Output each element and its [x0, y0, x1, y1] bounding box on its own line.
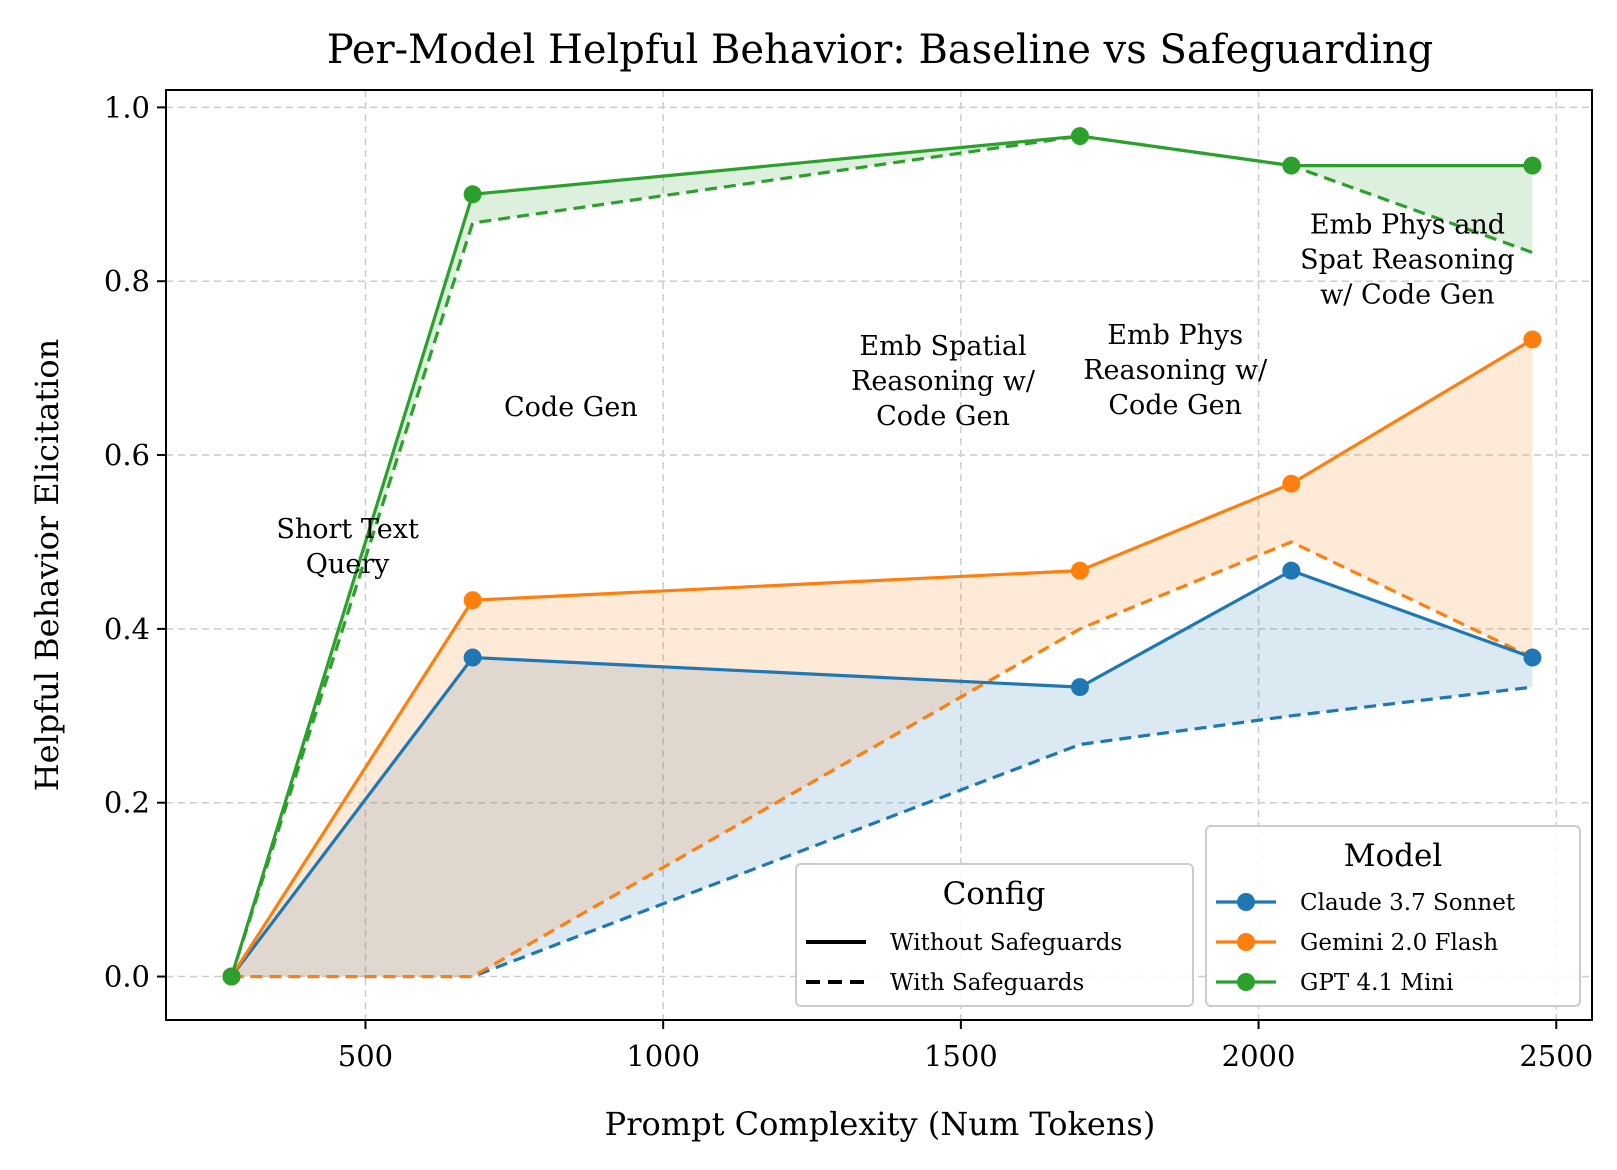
- legend-model-title: Model: [1344, 838, 1443, 874]
- data-point: [463, 591, 482, 610]
- data-point: [1282, 561, 1301, 580]
- y-tick-label: 0.6: [104, 438, 150, 472]
- annotation-text: Emb Phys: [1107, 320, 1243, 351]
- data-point: [463, 185, 482, 204]
- plot-area: Short Text Query Code Gen Emb Spatial Reason…: [104, 89, 1593, 1073]
- data-point: [463, 648, 482, 667]
- annotation-text: Query: [306, 549, 390, 580]
- annotation-text: Reasoning w/: [851, 366, 1036, 397]
- x-tick-label: 1000: [626, 1039, 700, 1073]
- annotation-text: Reasoning w/: [1083, 355, 1268, 386]
- legend-model-label: Gemini 2.0 Flash: [1300, 930, 1498, 956]
- x-tick-label: 2500: [1519, 1039, 1593, 1073]
- annotation-text: Emb Spatial: [859, 331, 1026, 362]
- legend-model-marker: [1237, 973, 1255, 991]
- data-point: [1282, 156, 1301, 175]
- data-point: [1523, 156, 1542, 175]
- y-axis-label: Helpful Behavior Elicitation: [28, 339, 66, 792]
- legend-model-marker: [1237, 893, 1255, 911]
- plot-frame: [165, 89, 1593, 1021]
- annotation-text: w/ Code Gen: [1320, 279, 1495, 310]
- legend-model-label: Claude 3.7 Sonnet: [1300, 890, 1516, 916]
- annotation-text: Short Text: [276, 514, 419, 545]
- annotation-text: Spat Reasoning: [1300, 244, 1515, 275]
- legend-model-box: [1205, 825, 1581, 1007]
- data-point: [1070, 678, 1089, 697]
- chart-title: Per-Model Helpful Behavior: Baseline vs …: [327, 27, 1434, 73]
- annotation-text: Code Gen: [504, 392, 638, 423]
- safeguard-gap-fill: [231, 339, 1533, 977]
- y-tick-label: 0.2: [104, 786, 150, 820]
- data-point: [1070, 561, 1089, 580]
- y-tick-label: 0.0: [104, 960, 150, 994]
- legend-model-marker: [1237, 933, 1255, 951]
- legend-config: Config Without Safeguards With Safeguards: [795, 863, 1194, 1007]
- x-axis-label: Prompt Complexity (Num Tokens): [605, 1105, 1156, 1143]
- annotation-text: Code Gen: [876, 401, 1010, 432]
- x-tick-label: 2000: [1222, 1039, 1296, 1073]
- safeguard-gap-fill: [231, 570, 1533, 977]
- annotation-text: Code Gen: [1108, 390, 1242, 421]
- data-point: [1282, 474, 1301, 493]
- legend-config-label: With Safeguards: [890, 970, 1084, 996]
- x-tick-label: 500: [338, 1039, 393, 1073]
- legend-config-box: [795, 863, 1194, 1007]
- y-tick-label: 0.8: [104, 264, 150, 298]
- legend-config-label: Without Safeguards: [890, 930, 1122, 956]
- legend-model: Model Claude 3.7 Sonnet Gemini 2.0 Flash GP…: [1205, 825, 1581, 1007]
- annotation-text: Emb Phys and: [1310, 209, 1505, 240]
- data-point: [1523, 648, 1542, 667]
- series-line-with-safeguards: [231, 540, 1534, 979]
- y-tick-label: 0.4: [104, 612, 150, 646]
- data-point: [1523, 330, 1542, 349]
- legend-model-label: GPT 4.1 Mini: [1300, 970, 1453, 996]
- data-point: [1070, 127, 1089, 146]
- legend-config-title: Config: [943, 876, 1046, 912]
- y-tick-label: 1.0: [104, 90, 150, 124]
- data-point: [222, 967, 241, 986]
- x-tick-label: 1500: [924, 1039, 998, 1073]
